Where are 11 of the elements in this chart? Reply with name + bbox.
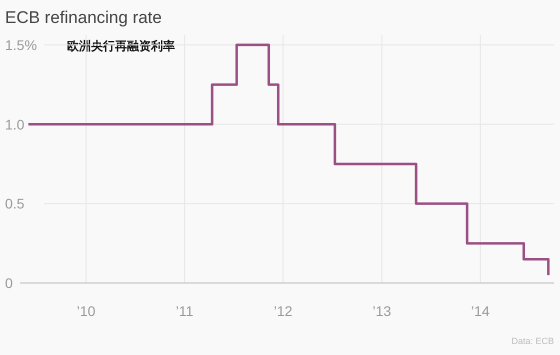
x-tick-label: ’11 [176,303,194,319]
y-tick-label: 1.0 [5,116,25,132]
x-tick-label: ’12 [274,303,293,319]
y-tick-label: 0 [5,275,13,291]
chart-title: ECB refinancing rate [5,8,162,27]
x-tick-label: ’14 [470,303,490,319]
y-tick-label: 0.5 [5,196,25,212]
x-tick-label: ’13 [372,303,392,319]
text: Data: ECB [511,336,554,346]
x-tick-label: ’10 [76,303,96,319]
y-tick-label: 1.5% [5,36,37,53]
